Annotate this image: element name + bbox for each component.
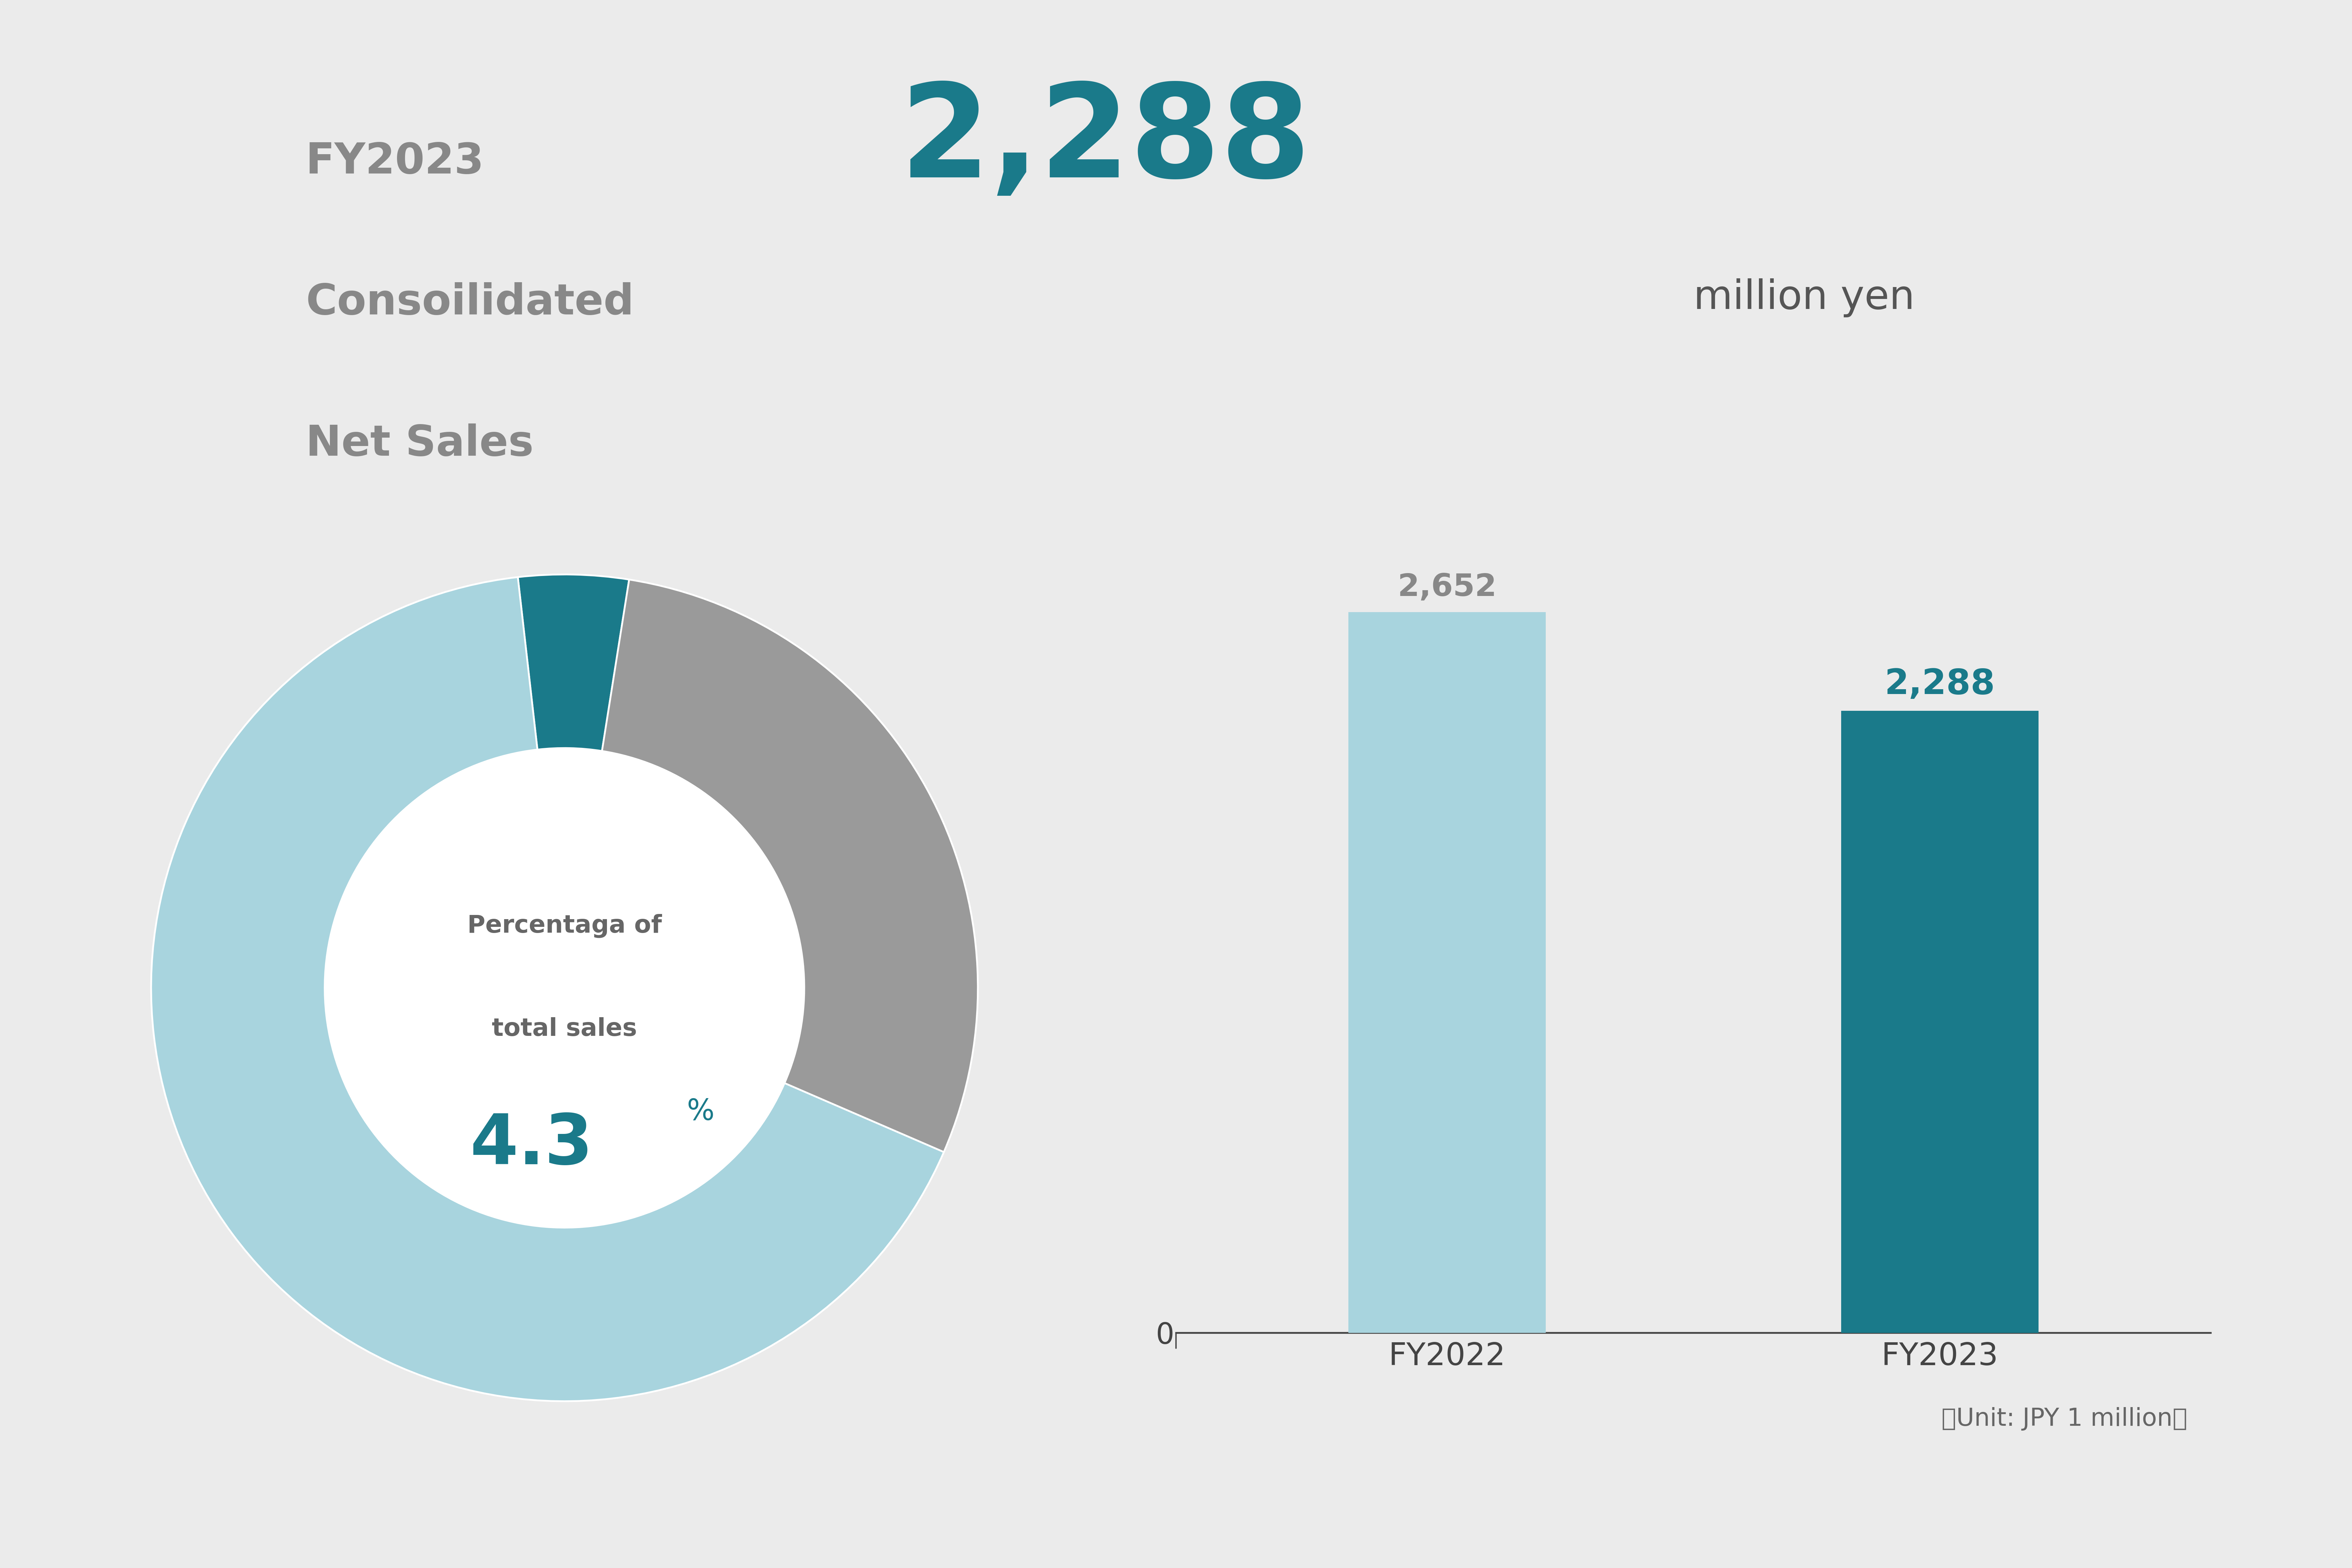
Wedge shape	[151, 577, 943, 1402]
Text: total sales: total sales	[492, 1018, 637, 1041]
Text: （Unit: JPY 1 million）: （Unit: JPY 1 million）	[1940, 1406, 2187, 1432]
Text: Consoilidated: Consoilidated	[306, 282, 635, 323]
Text: %: %	[687, 1098, 715, 1126]
Text: 2,288: 2,288	[901, 78, 1310, 204]
Text: Net Sales: Net Sales	[306, 423, 534, 464]
Text: million yen: million yen	[1693, 279, 1915, 317]
Bar	[1348, 612, 1545, 1333]
Text: 4.3: 4.3	[470, 1112, 593, 1179]
Text: FY2023: FY2023	[306, 141, 485, 182]
Text: 2,652: 2,652	[1397, 572, 1496, 602]
Circle shape	[325, 748, 804, 1228]
Wedge shape	[602, 580, 978, 1152]
Text: Percentaga of: Percentaga of	[468, 914, 661, 938]
Wedge shape	[517, 574, 628, 751]
Bar	[1842, 710, 2039, 1333]
Text: 2,288: 2,288	[1884, 668, 1994, 701]
